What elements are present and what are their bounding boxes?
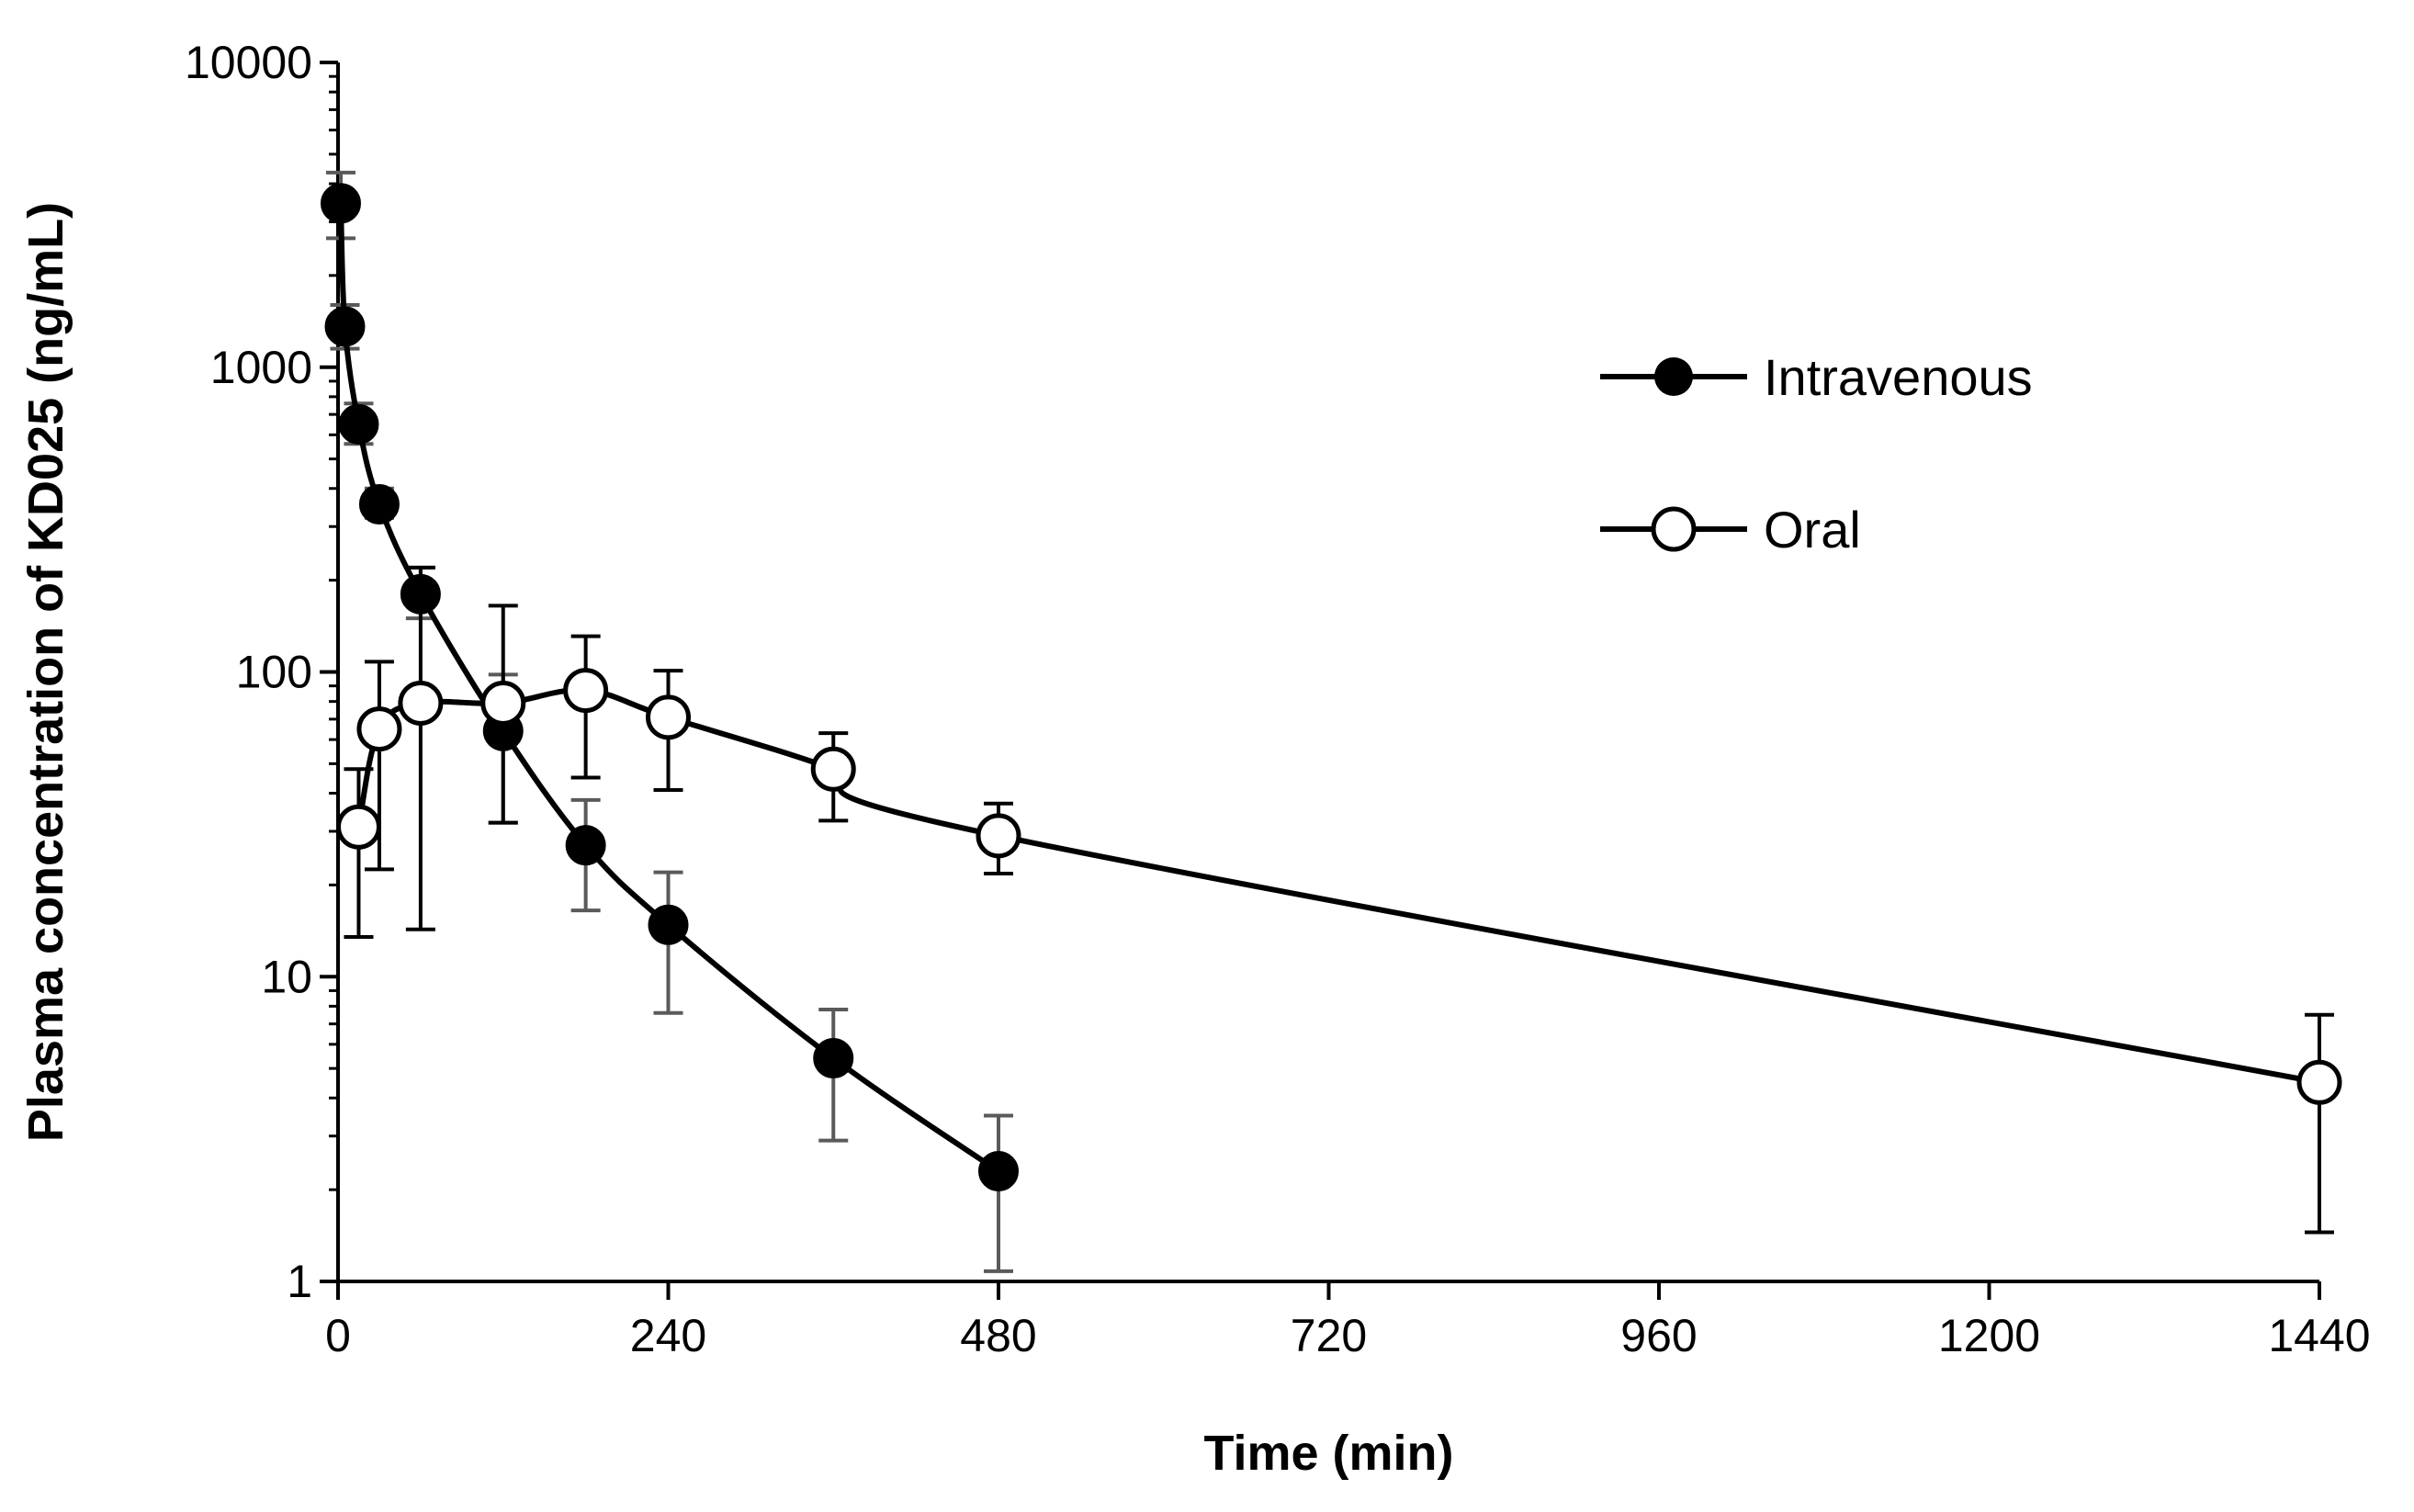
oral-data-point: [398, 680, 444, 726]
y-tick-label: 100: [236, 647, 312, 698]
x-axis-title: Time (min): [1203, 1426, 1453, 1481]
intravenous-data-point: [565, 825, 606, 866]
oral-legend-marker: [1651, 506, 1697, 552]
y-tick-label: 10000: [185, 37, 312, 88]
y-tick-label: 1000: [210, 342, 312, 393]
intravenous-data-point: [324, 306, 366, 347]
intravenous-legend-label: Intravenous: [1764, 348, 2033, 406]
oral-series-line: [355, 687, 2320, 1086]
intravenous-data-point: [320, 183, 361, 224]
x-tick-label: 240: [630, 1310, 706, 1361]
legend: Intravenous Oral: [1600, 348, 2033, 559]
y-tick-label: 10: [261, 951, 312, 1002]
intravenous-legend-marker: [1654, 357, 1693, 396]
y-axis-title: Plasma concentration of KD025 (ng/mL): [18, 202, 73, 1142]
oral-data-point: [976, 813, 1021, 859]
oral-data-point: [480, 680, 526, 726]
oral-data-point: [2296, 1059, 2342, 1105]
x-tick-label: 1200: [1938, 1310, 2040, 1361]
oral-data-point: [356, 706, 402, 752]
error-bars: [325, 170, 2334, 1273]
oral-data-point: [810, 746, 856, 792]
intravenous-data-point: [338, 403, 379, 445]
x-tick-label: 720: [1291, 1310, 1367, 1361]
oral-data-point: [646, 694, 691, 740]
intravenous-data-point: [813, 1038, 854, 1079]
oral-data-point: [563, 668, 609, 714]
axes: [336, 62, 2319, 1283]
oral-legend-label: Oral: [1764, 501, 1861, 559]
intravenous-data-point: [978, 1150, 1019, 1191]
intravenous-data-point: [400, 573, 441, 615]
y-tick-label: 1: [287, 1256, 312, 1307]
ticks: 1 10 100 1000 10000 0 240 480 720 960 1200 1440: [185, 37, 2371, 1361]
series-markers: [320, 183, 2342, 1191]
intravenous-data-point: [358, 483, 400, 525]
oral-data-point: [335, 804, 381, 850]
x-tick-label: 1440: [2268, 1310, 2370, 1361]
x-tick-label: 960: [1620, 1310, 1697, 1361]
x-tick-label: 0: [325, 1310, 351, 1361]
intravenous-data-point: [648, 904, 689, 945]
x-tick-label: 480: [960, 1310, 1036, 1361]
